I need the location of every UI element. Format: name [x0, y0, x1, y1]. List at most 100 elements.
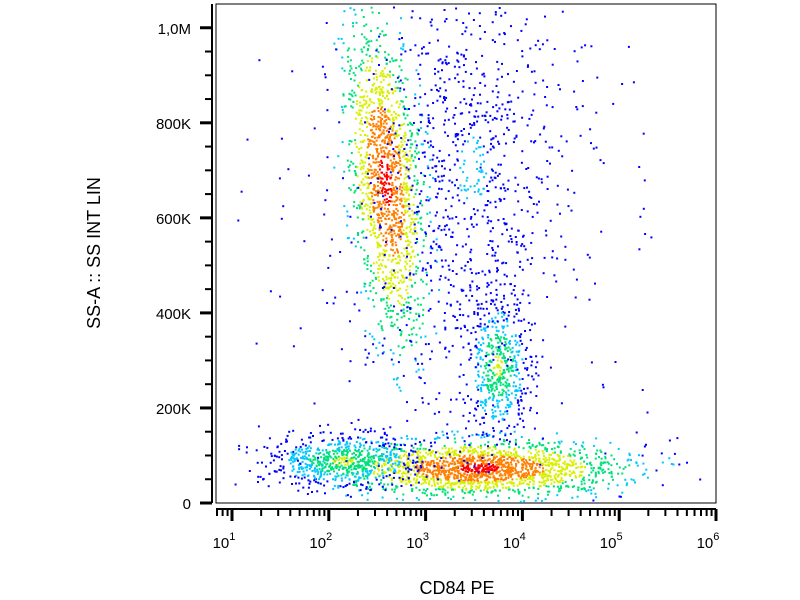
data-point [353, 191, 356, 194]
data-point [409, 459, 412, 462]
data-point [392, 437, 395, 440]
data-point [473, 122, 476, 124]
data-point [366, 472, 369, 475]
data-point [382, 75, 385, 78]
data-point [482, 342, 485, 345]
data-point [372, 102, 375, 105]
data-point [399, 228, 402, 231]
data-point [528, 196, 531, 198]
data-point [595, 496, 598, 499]
data-point [510, 459, 513, 462]
data-point [377, 242, 380, 245]
data-point [329, 467, 332, 470]
data-point [678, 463, 681, 466]
data-point [467, 451, 470, 454]
data-point [449, 452, 452, 455]
data-point [334, 455, 337, 458]
data-point [342, 486, 345, 489]
data-point [499, 384, 502, 387]
data-point [569, 464, 572, 467]
data-point [502, 371, 505, 374]
data-point [373, 232, 376, 235]
data-point [397, 153, 400, 156]
data-point [266, 446, 269, 449]
data-point [311, 470, 314, 472]
data-point [427, 119, 430, 122]
data-point [443, 469, 446, 472]
data-point [464, 476, 467, 479]
data-point [489, 384, 492, 387]
data-point [505, 359, 508, 362]
data-point [332, 452, 335, 455]
data-point [320, 456, 323, 459]
data-point [514, 308, 517, 311]
data-point [486, 282, 489, 285]
data-point [520, 209, 523, 211]
data-point [566, 188, 569, 191]
data-point [374, 207, 377, 210]
data-point [398, 216, 401, 219]
data-point [347, 166, 350, 169]
data-point [367, 474, 370, 477]
data-point [500, 461, 503, 464]
data-point [512, 457, 515, 460]
data-point [390, 133, 393, 136]
data-point [355, 102, 358, 105]
data-point [390, 176, 393, 179]
data-point [389, 231, 392, 234]
data-point [449, 482, 452, 485]
data-point [336, 465, 339, 468]
data-point [382, 186, 385, 189]
data-point [314, 477, 316, 480]
data-point [507, 467, 510, 470]
data-point [495, 329, 498, 332]
data-point [296, 471, 299, 473]
data-point [358, 65, 361, 68]
data-point [475, 473, 478, 476]
data-point [359, 452, 361, 455]
data-point [390, 164, 393, 167]
data-point [369, 290, 372, 293]
data-point [567, 205, 570, 208]
data-point [378, 243, 381, 246]
data-point [509, 342, 511, 345]
data-point [485, 495, 488, 498]
data-point [529, 480, 531, 483]
data-point [324, 73, 326, 76]
data-point [497, 420, 500, 423]
data-point [368, 103, 371, 106]
data-point [535, 470, 538, 473]
data-point [589, 461, 592, 464]
data-point [551, 448, 553, 451]
data-point [442, 472, 445, 475]
data-point [483, 378, 486, 381]
data-point [463, 443, 466, 446]
data-point [381, 86, 384, 89]
data-point [382, 444, 385, 447]
data-point [370, 101, 373, 104]
data-point [400, 17, 402, 20]
data-point [437, 300, 440, 303]
data-point [452, 467, 454, 470]
data-point [516, 401, 519, 404]
data-point [495, 468, 498, 471]
data-point [610, 470, 613, 473]
data-point [531, 466, 533, 469]
data-point [472, 490, 475, 493]
data-point [397, 361, 400, 364]
data-point [522, 419, 524, 422]
data-point [400, 232, 403, 235]
data-point [499, 453, 502, 456]
data-point [370, 90, 373, 93]
data-point [537, 497, 539, 500]
data-point [387, 213, 390, 216]
data-point [475, 147, 478, 150]
data-point [392, 254, 395, 257]
data-point [502, 355, 505, 358]
data-point [528, 439, 530, 442]
data-point [560, 402, 563, 405]
data-point [304, 466, 307, 469]
data-point [361, 172, 364, 175]
data-point [559, 472, 562, 475]
data-point [455, 178, 458, 181]
